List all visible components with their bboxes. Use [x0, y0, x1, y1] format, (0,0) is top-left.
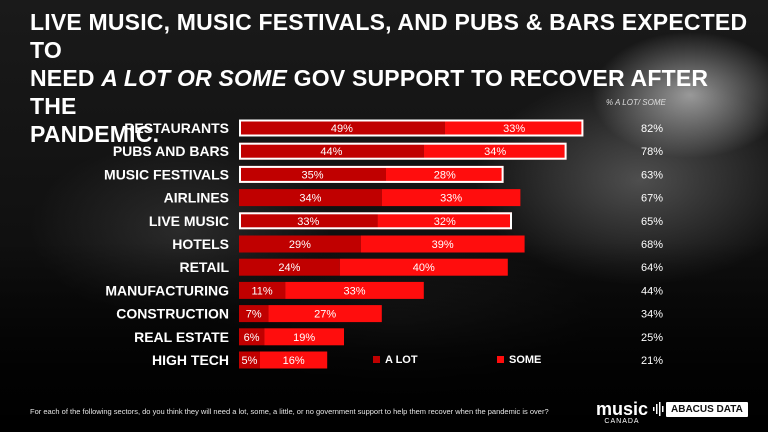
category-label: LIVE MUSIC [149, 213, 229, 229]
data-label-some: 27% [314, 309, 336, 321]
chart-title: LIVE MUSIC, MUSIC FESTIVALS, AND PUBS & … [30, 8, 750, 148]
data-label-some: 40% [413, 262, 435, 274]
bar-some [260, 351, 328, 369]
data-label-a-lot: 34% [299, 193, 321, 205]
bar-highlight-outline [239, 212, 512, 230]
bar-some [268, 305, 382, 323]
data-label-some: 33% [343, 285, 365, 297]
legend-swatch-a-lot [373, 356, 380, 363]
total-label: 44% [641, 285, 663, 297]
bar-highlight-outline [239, 119, 584, 137]
total-label: 78% [641, 146, 663, 158]
data-label-some: 39% [432, 239, 454, 251]
bar-some [285, 281, 424, 299]
data-label-a-lot: 33% [297, 216, 319, 228]
total-label: 34% [641, 309, 663, 321]
category-label: AIRLINES [164, 190, 229, 206]
category-label: CONSTRUCTION [116, 306, 229, 322]
bar-some [423, 142, 567, 160]
data-label-a-lot: 44% [320, 146, 342, 158]
bar-a-lot [239, 212, 378, 230]
bar-a-lot [239, 142, 424, 160]
bar-highlight-outline [239, 165, 504, 183]
total-label: 63% [641, 169, 663, 181]
bar-a-lot [239, 258, 340, 276]
total-label: 64% [641, 262, 663, 274]
total-label: 67% [641, 193, 663, 205]
bar-some [360, 235, 525, 253]
bar-some [444, 119, 584, 137]
data-label-some: 32% [434, 216, 456, 228]
category-label: MUSIC FESTIVALS [104, 166, 229, 182]
data-label-some: 33% [440, 193, 462, 205]
legend-label-a-lot: A LOT [385, 354, 418, 366]
category-label: RESTAURANTS [124, 120, 229, 136]
category-label: HOTELS [172, 236, 229, 252]
total-column-header: % A LOT/ SOME [606, 98, 666, 107]
category-label: RETAIL [179, 259, 229, 275]
data-label-some: 16% [283, 355, 305, 367]
abacus-data-logo: ABACUS DATA [666, 402, 748, 417]
category-label: PUBS AND BARS [113, 143, 229, 159]
bar-some [339, 258, 508, 276]
category-label: REAL ESTATE [134, 329, 229, 345]
data-label-a-lot: 49% [331, 123, 353, 135]
bar-a-lot [239, 351, 260, 369]
bar-a-lot [239, 165, 386, 183]
data-label-some: 19% [293, 332, 315, 344]
music-canada-logo: music CANADA [596, 399, 649, 425]
bar-some [386, 165, 504, 183]
bar-some [264, 328, 344, 346]
data-label-some: 33% [503, 123, 525, 135]
category-label: HIGH TECH [152, 352, 229, 368]
total-label: 21% [641, 355, 663, 367]
bar-a-lot [239, 119, 445, 137]
title-emphasis: A LOT OR SOME [101, 65, 288, 91]
data-label-a-lot: 11% [251, 285, 272, 297]
bar-a-lot [239, 328, 265, 346]
bar-some [377, 212, 512, 230]
total-label: 25% [641, 332, 663, 344]
bar-a-lot [239, 281, 286, 299]
bar-a-lot [239, 305, 269, 323]
data-label-a-lot: 5% [242, 355, 258, 367]
soundwave-icon [653, 402, 664, 416]
bar-highlight-outline [239, 142, 567, 160]
bar-a-lot [239, 189, 382, 207]
data-label-a-lot: 29% [289, 239, 311, 251]
title-line-3: PANDEMIC. [30, 121, 160, 147]
title-line-1: LIVE MUSIC, MUSIC FESTIVALS, AND PUBS & … [30, 9, 748, 63]
data-label-a-lot: 35% [301, 169, 323, 181]
bar-some [381, 189, 521, 207]
footnote: For each of the following sectors, do yo… [30, 407, 549, 416]
total-label: 65% [641, 216, 663, 228]
legend-swatch-some [497, 356, 504, 363]
title-line-2: NEED A LOT OR SOME GOV SUPPORT TO RECOVE… [30, 65, 709, 119]
legend-label-some: SOME [509, 354, 541, 366]
data-label-a-lot: 7% [246, 309, 262, 321]
data-label-a-lot: 24% [278, 262, 300, 274]
data-label-some: 28% [434, 169, 456, 181]
total-label: 82% [641, 123, 663, 135]
total-label: 68% [641, 239, 663, 251]
category-label: MANUFACTURING [105, 282, 229, 298]
data-label-some: 34% [484, 146, 506, 158]
data-label-a-lot: 6% [244, 332, 260, 344]
bar-a-lot [239, 235, 361, 253]
